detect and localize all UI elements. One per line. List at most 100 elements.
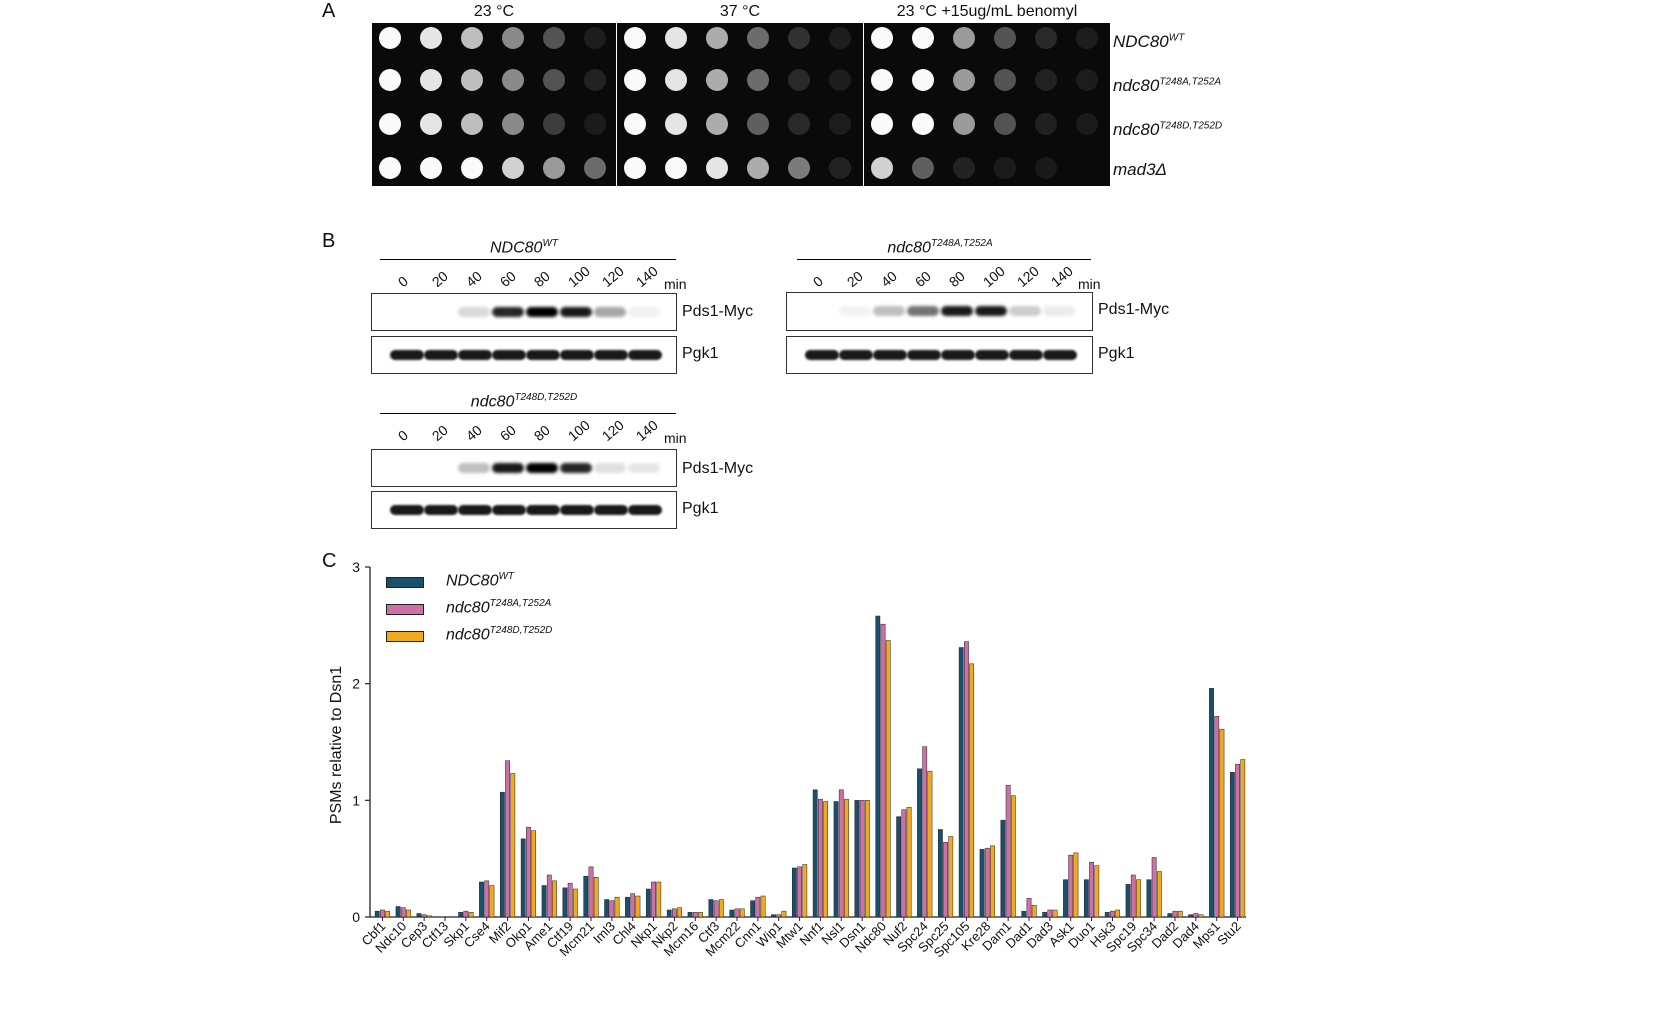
bar (416, 913, 422, 918)
yeast-spot (829, 27, 851, 49)
x-tick-label: Okp1 (502, 919, 535, 952)
x-tick-label: Cse4 (461, 919, 493, 951)
bar (739, 908, 745, 918)
timepoint-label: 80 (530, 267, 553, 290)
pds1-label-dd: Pds1-Myc (682, 460, 754, 477)
pgk1-label-wt: Pgk1 (682, 345, 719, 362)
yeast-spot (502, 69, 524, 91)
bar (896, 816, 902, 918)
x-tick-label: Mcm21 (556, 919, 597, 960)
pds1-band (941, 306, 973, 316)
blot-rule-wt (380, 259, 676, 260)
yeast-spot (1076, 113, 1098, 135)
x-tick-label: Mtw1 (773, 919, 806, 952)
y-tick-label: 2 (352, 676, 360, 692)
timepoint-label: 120 (598, 416, 627, 444)
bar (859, 800, 865, 918)
x-tick-label: Spc19 (1103, 919, 1140, 956)
yeast-spot (543, 157, 565, 179)
bar (526, 826, 531, 918)
yeast-spot (829, 113, 851, 135)
pgk1-label-dd: Pgk1 (682, 500, 719, 517)
bar (776, 914, 782, 918)
x-tick-label: Mcm16 (661, 919, 702, 960)
bar (1172, 910, 1178, 918)
x-tick-label: Kre28 (958, 919, 993, 954)
pgk1-band (975, 350, 1009, 360)
yeast-spot (420, 27, 442, 49)
yeast-spot (788, 157, 810, 179)
yeast-spot (912, 157, 934, 179)
panel-b-letter: B (322, 230, 336, 252)
timepoint-label: 0 (394, 426, 411, 444)
bar (1219, 728, 1225, 918)
pds1-band (492, 307, 524, 317)
yeast-spot (953, 27, 975, 49)
bar (1177, 910, 1183, 918)
pgk1-band (1009, 350, 1043, 360)
bar (510, 773, 516, 918)
bar (1125, 884, 1131, 918)
pds1-band (560, 307, 592, 317)
bar (1052, 909, 1058, 918)
x-tick-label: Nkp1 (628, 919, 660, 951)
bar (927, 770, 933, 918)
pgk1-band (628, 505, 662, 515)
bar (713, 900, 719, 918)
bar (1214, 716, 1220, 918)
timepoint-label: 100 (564, 416, 593, 444)
pds1-band (873, 306, 905, 316)
bar (1073, 852, 1079, 918)
yeast-spot (584, 157, 606, 179)
bar (802, 864, 808, 918)
bar (1209, 688, 1214, 918)
bar (484, 880, 490, 918)
pds1-band (839, 306, 871, 316)
bar (979, 849, 985, 918)
yeast-spot (912, 113, 934, 135)
y-tick-label: 0 (352, 909, 360, 925)
x-tick-label: Dsn1 (836, 919, 868, 951)
bar (645, 888, 651, 918)
yeast-spot (953, 157, 975, 179)
x-tick-label: Ame1 (521, 919, 556, 954)
bar (906, 807, 912, 918)
yeast-spot (747, 27, 769, 49)
timepoint-label: 140 (1047, 262, 1076, 290)
yeast-spot (994, 157, 1016, 179)
legend-label-wt: NDC80WT (446, 571, 515, 590)
x-tick-label: Ndc80 (852, 919, 889, 956)
x-tick-label: Mif2 (486, 919, 514, 947)
bar (880, 623, 886, 918)
x-tick-label: Cnn1 (731, 919, 764, 952)
bar (964, 641, 969, 918)
timepoint-label: 20 (428, 421, 451, 444)
bar (374, 910, 380, 918)
timepoint-label: 60 (911, 267, 934, 290)
yeast-spot (420, 157, 442, 179)
condition-label-benomyl: 23 °C +15ug/mL benomyl (896, 3, 1078, 20)
bar (672, 908, 677, 918)
bar (1068, 854, 1074, 918)
pgk1-label-aa: Pgk1 (1098, 345, 1135, 362)
yeast-spot (461, 113, 483, 135)
min-label-aa: min (1078, 276, 1101, 292)
pgk1-band (390, 350, 424, 360)
bar (656, 881, 662, 918)
bar (380, 909, 385, 918)
bar (666, 909, 672, 918)
yeast-spot (624, 113, 646, 135)
yeast-spot (1035, 157, 1057, 179)
x-tick-label: Ctf3 (695, 919, 722, 946)
yeast-spot (994, 69, 1016, 91)
bar (583, 875, 589, 918)
pgk1-band (560, 350, 594, 360)
yeast-spot (829, 157, 851, 179)
yeast-spot (1076, 27, 1098, 49)
pds1-band (560, 463, 592, 473)
bar (1136, 879, 1141, 918)
pgk1-band (594, 350, 628, 360)
x-tick-label: Cep3 (398, 919, 431, 952)
bar (531, 830, 537, 918)
pds1-band (594, 307, 626, 317)
